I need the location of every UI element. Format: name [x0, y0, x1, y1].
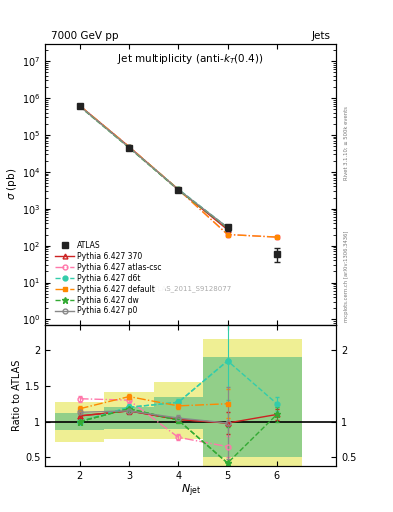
- Text: 7000 GeV pp: 7000 GeV pp: [51, 31, 119, 41]
- Text: ATLAS_2011_S9128077: ATLAS_2011_S9128077: [149, 285, 232, 292]
- Bar: [252, 357, 301, 457]
- Bar: [203, 339, 252, 468]
- Text: mcplots.cern.ch [arXiv:1306.3436]: mcplots.cern.ch [arXiv:1306.3436]: [344, 231, 349, 322]
- Bar: [203, 357, 252, 457]
- Bar: [105, 408, 154, 429]
- Y-axis label: $\sigma$ (pb): $\sigma$ (pb): [5, 168, 19, 200]
- Bar: [252, 339, 301, 468]
- Bar: [154, 382, 203, 439]
- Bar: [55, 413, 105, 430]
- Text: Rivet 3.1.10; ≥ 500k events: Rivet 3.1.10; ≥ 500k events: [344, 106, 349, 180]
- Legend: ATLAS, Pythia 6.427 370, Pythia 6.427 atlas-csc, Pythia 6.427 d6t, Pythia 6.427 : ATLAS, Pythia 6.427 370, Pythia 6.427 at…: [52, 238, 165, 318]
- X-axis label: $N_{\rm jet}$: $N_{\rm jet}$: [180, 482, 201, 499]
- Bar: [105, 392, 154, 439]
- Text: Jets: Jets: [311, 31, 330, 41]
- Bar: [154, 397, 203, 429]
- Text: Jet multiplicity (anti-$k_T$(0.4)): Jet multiplicity (anti-$k_T$(0.4)): [118, 52, 264, 66]
- Bar: [55, 401, 105, 442]
- Y-axis label: Ratio to ATLAS: Ratio to ATLAS: [12, 360, 22, 431]
